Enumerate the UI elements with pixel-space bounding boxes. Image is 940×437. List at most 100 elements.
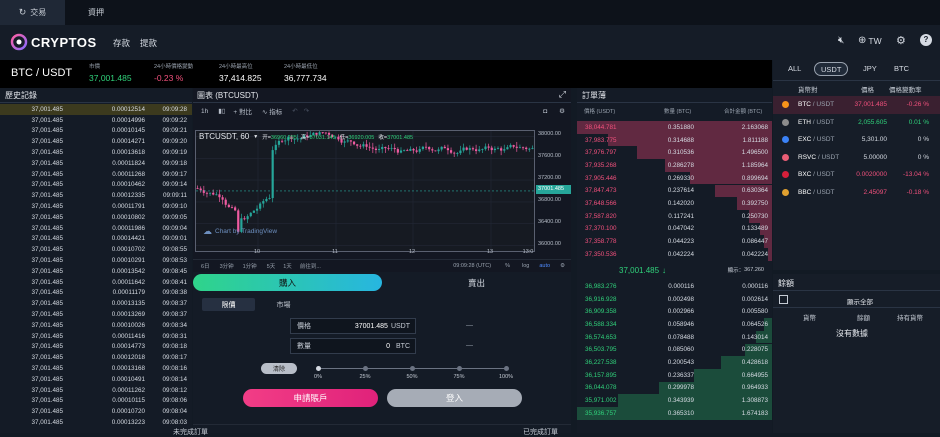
interval-1h[interactable]: 1h xyxy=(201,107,209,115)
ask-row[interactable]: 37,935.268 0.286278 1.185964 xyxy=(577,159,772,172)
chart-settings-icon[interactable]: ⚙ xyxy=(559,108,565,115)
axis-settings-icon[interactable]: ⚙ xyxy=(560,262,565,269)
chart-plot-area[interactable] xyxy=(195,128,535,252)
market-tab[interactable]: 市場 xyxy=(276,301,291,309)
ask-price: 37,905.446 xyxy=(585,174,617,182)
login-button[interactable]: 登入 xyxy=(387,389,522,407)
slider-stop-label: 0% xyxy=(314,374,322,380)
history-price: 37,001.485 xyxy=(31,127,63,135)
auto-toggle[interactable]: auto xyxy=(539,262,551,269)
percent-toggle[interactable]: % xyxy=(505,262,510,269)
bid-row[interactable]: 36,983.276 0.000116 0.000116 xyxy=(577,280,772,293)
market-row[interactable]: BTC / USDT 37,001.485 -0.26 % xyxy=(773,96,940,114)
market-tab-jpy[interactable]: JPY xyxy=(863,64,877,73)
range-5d[interactable]: 5天 xyxy=(266,263,276,270)
ask-row[interactable]: 37,587.820 0.117241 0.250730 xyxy=(577,209,772,223)
market-row[interactable]: ETH / USDT 2,055.605 0.01 % xyxy=(773,114,940,132)
range-1d[interactable]: 1天 xyxy=(283,263,292,270)
bid-row[interactable]: 36,157.895 0.236337 0.664955 xyxy=(577,368,772,382)
percent-slider-track[interactable] xyxy=(318,368,506,369)
quantity-field[interactable]: 數量 0 BTC xyxy=(290,338,416,354)
depth-bar xyxy=(721,356,772,369)
ohlc-low-value: 36920.005 xyxy=(348,134,375,141)
show-all-label[interactable]: 顯示全部 xyxy=(847,299,873,306)
show-all-checkbox[interactable] xyxy=(779,295,788,304)
market-quote: / USDT xyxy=(811,188,835,196)
bid-row[interactable]: 35,936.757 0.365310 1.674183 xyxy=(577,407,772,420)
nav-deposit[interactable]: 存款 xyxy=(113,38,131,48)
bid-row[interactable]: 36,044.078 0.299978 0.964933 xyxy=(577,381,772,395)
closed-orders-tab[interactable]: 已完成訂單 xyxy=(523,429,558,436)
market-row[interactable]: BXC / USDT 0.0020000 -13.04 % xyxy=(773,166,940,184)
help-icon[interactable]: ? xyxy=(920,34,932,46)
limit-tab[interactable]: 限價 xyxy=(202,298,255,311)
log-toggle[interactable]: log xyxy=(522,262,530,269)
ask-row[interactable]: 37,358.778 0.044223 0.086447 xyxy=(577,235,772,248)
brand-logo[interactable]: CRYPTOS xyxy=(10,33,97,51)
market-row[interactable]: EXC / USDT 5,301.00 0 % xyxy=(773,131,940,149)
ask-row[interactable]: 38,044.781 0.351880 2.163068 xyxy=(577,121,772,134)
indicators-button[interactable]: ∿ 指标 xyxy=(262,106,282,116)
tab-assets[interactable]: 資押 xyxy=(65,0,127,25)
ask-row[interactable]: 37,976.797 0.310536 1.496500 xyxy=(577,146,772,160)
price-axis[interactable]: 38000.00 37600.00 37200.00 36800.00 36400.00… xyxy=(536,130,571,252)
bid-row[interactable]: 36,588.334 0.058946 0.064526 xyxy=(577,318,772,331)
mute-icon[interactable]: 🔇︎ xyxy=(838,35,845,46)
bid-row[interactable]: 36,574.653 0.078488 0.143014 xyxy=(577,330,772,344)
bid-row[interactable]: 36,227.538 0.200543 0.428618 xyxy=(577,356,772,369)
range-1m[interactable]: 1分钟 xyxy=(242,263,257,270)
ask-row[interactable]: 37,905.446 0.269330 0.899694 xyxy=(577,171,772,185)
range-3m[interactable]: 3分钟 xyxy=(219,263,234,270)
ask-row[interactable]: 37,983.775 0.314688 1.811188 xyxy=(577,133,772,147)
depth-bar xyxy=(764,235,772,248)
ask-row[interactable]: 37,847.473 0.237614 0.630364 xyxy=(577,184,772,198)
buy-tab[interactable]: 購入 xyxy=(193,274,382,291)
time-axis[interactable]: 10 11 12 13 13:0 xyxy=(195,249,535,257)
sell-tab[interactable]: 賣出 xyxy=(467,277,485,288)
register-button[interactable]: 申請賬戶 xyxy=(243,389,378,407)
gear-icon[interactable]: ⚙ xyxy=(896,35,906,47)
redo-icon[interactable]: ↷ xyxy=(303,108,310,115)
bid-row[interactable]: 35,971.002 0.343939 1.308873 xyxy=(577,394,772,407)
history-price: 37,001.485 xyxy=(31,170,63,178)
candle-style-icon[interactable]: ▮▯ xyxy=(218,108,226,115)
compare-button[interactable]: + 對比 xyxy=(233,106,252,116)
tradingview-watermark[interactable]: ☁ Chart by TradingView xyxy=(203,226,277,237)
history-time: 09:09:28 xyxy=(162,105,187,113)
language-selector[interactable]: ⊕ TW xyxy=(858,35,882,46)
camera-icon[interactable]: ◘ xyxy=(543,107,548,115)
bid-row[interactable]: 36,909.358 0.002966 0.005580 xyxy=(577,305,772,318)
chevron-down-icon[interactable]: ▼ xyxy=(253,133,259,140)
market-row[interactable]: BBC / USDT 2.45097 -0.18 % xyxy=(773,184,940,202)
tab-trade[interactable]: ↻ 交易 xyxy=(0,0,65,25)
range-6d[interactable]: 6日 xyxy=(201,263,210,270)
chart-range-bar: 6日 3分钟 1分钟 5天 1天 前往到... 09:09:28 (UTC) %… xyxy=(193,259,571,271)
chart-legend: BTCUSDT, 60 ▼ 开=36960.285 高=37031.145 低=… xyxy=(199,132,413,141)
bid-row[interactable]: 36,503.795 0.085060 0.228075 xyxy=(577,343,772,357)
price-field[interactable]: 價格 37001.485 USDT xyxy=(290,318,416,334)
balance-header-currency: 貨幣 xyxy=(803,315,816,322)
bid-row[interactable]: 36,916.928 0.002498 0.002614 xyxy=(577,293,772,306)
candle-body xyxy=(384,146,387,149)
candle-body xyxy=(208,192,212,194)
ask-row[interactable]: 37,350.536 0.042224 0.042224 xyxy=(577,248,772,261)
order-qty: 0.044223 xyxy=(667,238,694,246)
ask-row[interactable]: 37,648.566 0.142020 0.392750 xyxy=(577,197,772,210)
market-tab-usdt[interactable]: USDT xyxy=(814,62,849,76)
market-row[interactable]: RSVC / USDT 5.00000 0 % xyxy=(773,149,940,167)
undo-icon[interactable]: ↶ xyxy=(292,108,298,115)
open-orders-tab[interactable]: 未完成訂單 xyxy=(173,429,208,436)
market-tab-btc[interactable]: BTC xyxy=(894,64,909,73)
market-tab-all[interactable]: ALL xyxy=(788,64,802,73)
ask-row[interactable]: 37,370.100 0.047042 0.133489 xyxy=(577,222,772,236)
expand-icon[interactable]: ⤢ xyxy=(558,89,566,99)
order-qty: 0.286278 xyxy=(667,161,694,169)
candle-body xyxy=(396,149,399,153)
ask-price: 37,350.536 xyxy=(585,250,617,258)
divider xyxy=(773,307,940,308)
market-quote: / USDT xyxy=(811,171,835,179)
goto-button[interactable]: 前往到... xyxy=(299,263,321,270)
nav-withdraw[interactable]: 提款 xyxy=(140,38,158,48)
history-row: 37,001.485 0.00011268 09:09:17 xyxy=(0,169,192,180)
clear-button[interactable]: 清除 xyxy=(261,363,297,374)
